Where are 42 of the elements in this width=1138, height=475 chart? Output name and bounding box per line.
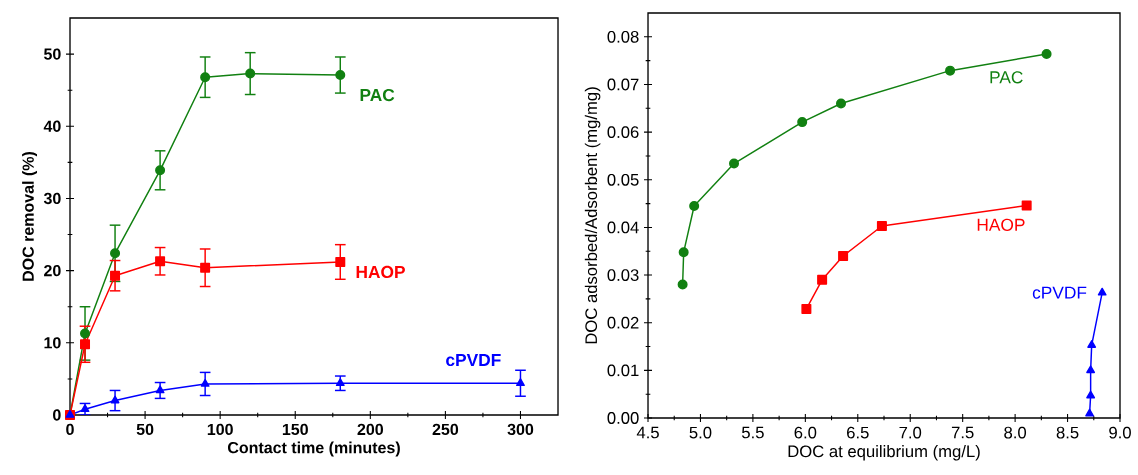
y-tick-label: 10	[44, 337, 61, 349]
x-tick-label: 7.5	[951, 426, 974, 439]
x-tick-label: 9.0	[1109, 426, 1131, 439]
y-tick-label: 0.03	[607, 269, 639, 281]
y-tick-label: 0.01	[607, 364, 639, 377]
y-tick-label: 0.00	[607, 412, 639, 424]
y-axis-title: DOC adsorbed/Adsorbent (mg/mg)	[584, 87, 601, 344]
x-tick-label: 8.5	[1056, 426, 1079, 439]
x-tick-label: 150	[282, 423, 308, 436]
series-label: HAOP	[356, 265, 405, 279]
y-tick-label: 0.06	[607, 126, 639, 139]
series-label: cPVDF	[446, 353, 501, 367]
series-label: cPVDF	[1032, 286, 1087, 299]
x-tick-label: 200	[357, 423, 383, 436]
x-axis-title: Contact time (minutes)	[227, 441, 400, 457]
y-axis-title: DOC removal (%)	[22, 151, 38, 281]
y-tick-label: 50	[44, 48, 61, 60]
x-tick-label: 300	[507, 423, 534, 436]
x-tick-label: 100	[207, 423, 233, 436]
y-tick-label: 0.02	[607, 316, 639, 329]
x-tick-label: 4.5	[636, 426, 659, 439]
x-axis-title: DOC at equilibrium (mg/L)	[788, 444, 980, 461]
x-tick-label: 6.5	[847, 426, 869, 439]
x-tick-label: 6.0	[794, 426, 817, 439]
y-tick-label: 0.05	[607, 173, 639, 186]
y-tick-label: 20	[44, 264, 61, 277]
y-tick-label: 0.04	[607, 221, 639, 234]
x-tick-label: 250	[432, 423, 459, 436]
y-tick-label: 40	[43, 120, 61, 132]
series-label: PAC	[360, 88, 395, 102]
x-tick-label: 8.0	[1004, 426, 1027, 439]
y-tick-label: 0.07	[607, 78, 639, 91]
x-tick-label: 7.0	[899, 426, 922, 439]
x-tick-label: 5.0	[689, 426, 712, 439]
y-tick-label: 0	[53, 409, 61, 421]
y-tick-label: 0.08	[607, 30, 639, 43]
x-tick-label: 0	[66, 423, 74, 436]
x-tick-label: 50	[136, 423, 154, 436]
series-label: HAOP	[977, 218, 1025, 231]
y-tick-label: 30	[43, 192, 61, 205]
x-tick-label: 5.5	[741, 426, 764, 439]
series-label: PAC	[990, 71, 1023, 84]
